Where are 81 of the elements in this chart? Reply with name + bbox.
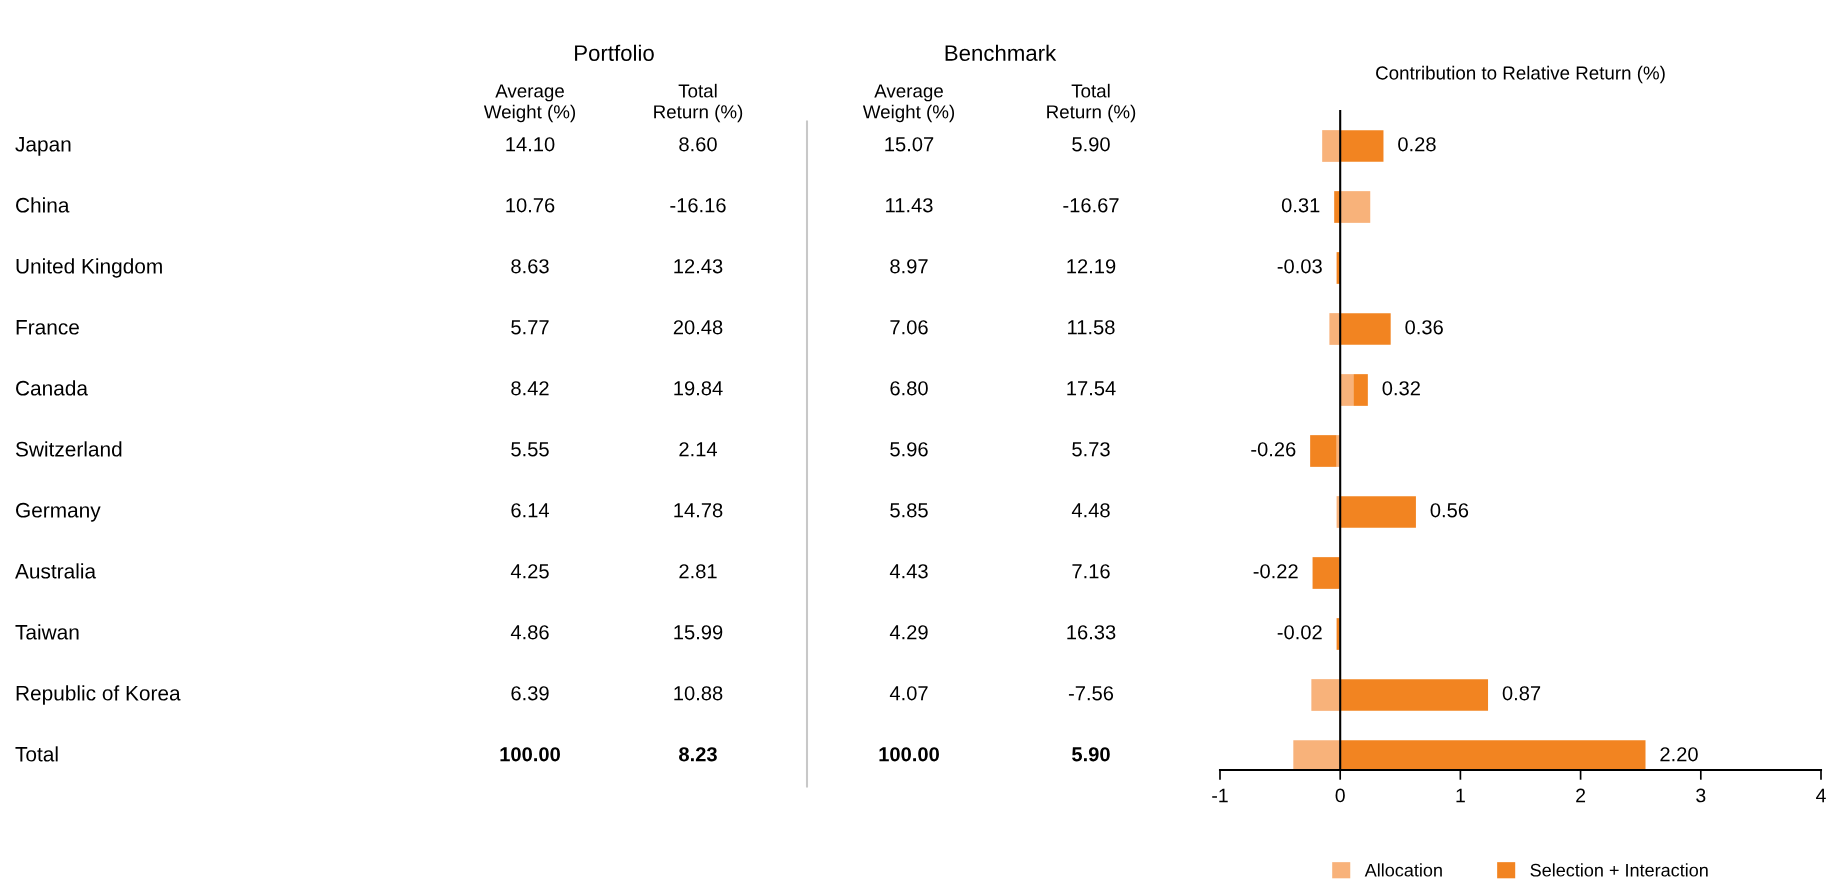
text: 8.60 [679, 137, 717, 152]
text: 100.00 [879, 747, 939, 762]
text: Total Return (%) [654, 83, 743, 123]
text: 8.63 [511, 259, 549, 274]
text: 4.48 [1071, 503, 1110, 518]
text: 20.48 [673, 320, 723, 335]
text: Japan [15, 137, 71, 156]
text: Total Return (%) [1047, 83, 1136, 123]
text: France [16, 320, 79, 335]
annotation: 0.32 [1382, 381, 1420, 396]
text: 6.14 [511, 503, 550, 518]
text: 100.00 [500, 747, 560, 762]
annotation: 2.20 [1660, 747, 1698, 762]
text: -7.56 [1068, 686, 1114, 701]
text: 5.96 [890, 442, 928, 457]
text: Total [15, 746, 58, 762]
text: 17.54 [1067, 381, 1116, 396]
text: -16.67 [1063, 198, 1119, 213]
text: Average Weight (%) [483, 84, 576, 123]
x-tick-label: -1 [1212, 788, 1228, 803]
text: 4.86 [510, 625, 549, 640]
annotation: -0.02 [1277, 625, 1322, 640]
text: 16.33 [1067, 625, 1116, 640]
text: 8.42 [511, 381, 549, 396]
x-tick-label: 4 [1816, 788, 1826, 803]
text: 12.19 [1067, 259, 1116, 274]
annotation: 0.56 [1430, 503, 1469, 518]
text: 8.23 [679, 747, 717, 762]
chart-title: Contribution to Relative Return (%) [1376, 65, 1665, 84]
text: Portfolio [575, 44, 654, 61]
annotation: 0.87 [1502, 686, 1541, 701]
text: 4.07 [889, 686, 928, 701]
text: 5.77 [511, 320, 549, 335]
x-tick-label: 1 [1456, 788, 1465, 803]
text: 2.81 [679, 564, 717, 579]
text: 14.78 [674, 503, 723, 518]
legend-label: Allocation [1364, 863, 1442, 877]
text: 8.97 [890, 259, 928, 274]
text: Republic of Korea [16, 685, 181, 705]
x-tick-label: 3 [1696, 788, 1706, 803]
text: 5.90 [1072, 137, 1110, 152]
annotation: -0.03 [1277, 259, 1322, 274]
text: 6.80 [890, 381, 928, 396]
text: 15.99 [674, 625, 723, 640]
text: 7.16 [1072, 564, 1110, 579]
text: 12.43 [674, 259, 723, 274]
text: Average Weight (%) [862, 84, 955, 123]
text: 11.43 [886, 198, 933, 213]
text: Switzerland [15, 441, 122, 457]
text: 19.84 [674, 381, 723, 396]
text: 4.25 [510, 564, 549, 579]
text: 15.07 [885, 137, 934, 152]
x-tick-label: 0 [1335, 788, 1345, 803]
annotation: 0.28 [1398, 137, 1436, 152]
text: Canada [16, 380, 88, 396]
text: 5.73 [1072, 442, 1110, 457]
text: 2.14 [679, 442, 718, 457]
text: Germany [16, 502, 101, 522]
text: 5.90 [1072, 747, 1110, 762]
text: Benchmark [945, 44, 1057, 61]
annotation: 0.31 [1281, 198, 1320, 213]
annotation: -0.26 [1251, 442, 1296, 457]
text: 11.58 [1068, 320, 1115, 335]
text: 5.55 [511, 442, 549, 457]
text: 5.85 [890, 503, 928, 518]
x-tick-label: 2 [1576, 788, 1586, 803]
legend-label: Selection + Interaction [1530, 863, 1708, 877]
text: 6.39 [511, 686, 549, 701]
text: China [16, 197, 70, 213]
annotation: 0.36 [1405, 320, 1443, 335]
text: 10.76 [506, 198, 555, 213]
text: -16.16 [670, 198, 726, 213]
text: Taiwan [15, 624, 79, 640]
text: United Kingdom [16, 258, 162, 278]
text: 4.43 [889, 564, 928, 579]
text: 10.88 [674, 686, 723, 701]
text: 7.06 [890, 320, 928, 335]
text: 14.10 [506, 137, 555, 152]
text: 4.29 [889, 625, 928, 640]
annotation: -0.22 [1253, 564, 1298, 579]
text: Australia [15, 563, 97, 579]
